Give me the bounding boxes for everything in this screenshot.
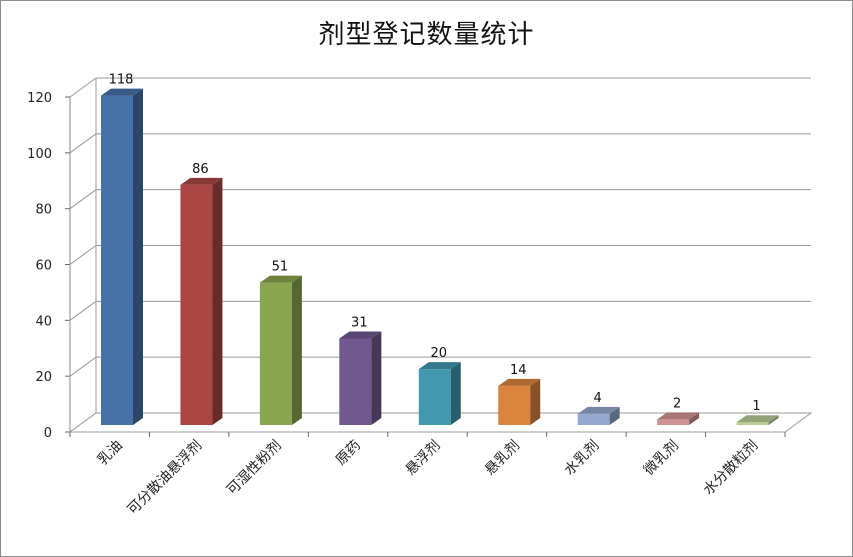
bar [101,88,143,425]
category-label: 水乳剂 [561,438,602,479]
bar [259,275,302,425]
bar [577,406,620,425]
data-label: 118 [109,73,134,88]
bar-top [101,88,143,96]
data-label: 2 [673,396,681,411]
bar-side [609,406,620,425]
category-label: 原药 [333,438,364,469]
bar-top [259,275,302,283]
data-label: 31 [351,315,368,330]
side-gridline [69,133,97,154]
data-label: 14 [510,363,527,378]
bar-side [212,177,223,425]
bar-front [657,419,690,425]
side-gridline [69,245,97,265]
y-tick-label: 100 [27,147,52,162]
y-tick-label: 0 [44,426,52,441]
bar-top [577,406,620,414]
bar-front [339,338,372,425]
side-gridline [69,77,97,98]
category-label: 可分散油悬浮剂 [125,438,206,519]
y-tick-label: 40 [35,314,52,329]
y-tick-label: 20 [35,370,52,385]
chart-title: 剂型登记数量统计 [318,20,535,50]
bar-front [259,282,292,425]
bar [498,378,541,425]
side-gridline [69,356,97,377]
y-tick-label: 60 [35,259,52,274]
category-label: 悬乳剂 [482,438,523,479]
bar-side [530,378,541,425]
bar [657,412,700,425]
bar-top [657,412,700,420]
data-label: 51 [272,260,289,275]
bar-side [768,415,779,425]
data-label: 86 [192,162,209,177]
bar-side [689,412,700,425]
bar-front [577,413,610,425]
category-label: 乳油 [95,438,126,469]
bar [418,362,461,425]
bar-front [101,95,133,425]
bar-top [736,415,779,423]
bar-top [418,362,461,370]
bar-front [180,184,213,425]
bar-top [180,177,223,185]
bar [339,331,382,425]
category-label: 微乳剂 [641,438,682,479]
data-label: 1 [752,399,760,414]
bar-side [133,88,143,425]
category-label: 水分散粒剂 [701,438,762,499]
bar-side [291,275,302,425]
bar [180,177,223,425]
y-tick-label: 120 [27,91,52,106]
data-label: 20 [431,346,448,361]
y-tick-labels: 0 20 40 60 80 100 120 [27,91,52,441]
data-label: 4 [594,391,602,406]
bar [736,415,779,425]
bar-side [371,331,382,425]
bar-front [418,369,451,425]
y-tick-label: 80 [35,203,52,218]
bar-top [498,378,541,386]
side-gridline [69,189,97,210]
side-gridline [69,300,97,321]
data-labels: 118 86 51 31 20 14 4 2 1 [109,73,761,415]
bars [101,88,779,425]
bar-front [498,385,531,425]
bar-front [736,422,769,425]
bar-side [450,362,461,425]
bar-top [339,331,382,339]
category-label: 悬浮剂 [403,438,444,479]
category-label: 可湿性粉剂 [224,438,285,499]
